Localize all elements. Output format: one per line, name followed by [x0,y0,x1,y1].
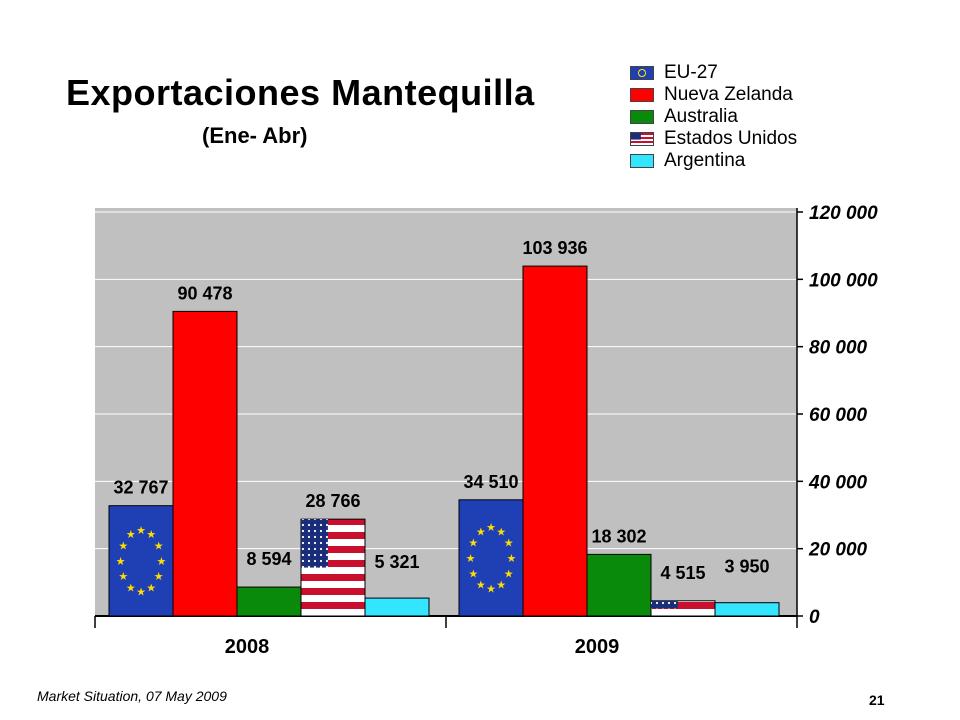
eu-star-icon: ★ [154,570,164,583]
legend-item-australia: Australia [630,106,797,128]
x-category-label: 2009 [575,636,620,658]
eu-star-icon: ★ [476,579,486,592]
data-label: 3 950 [724,557,769,577]
y-tick-label: 80 000 [809,338,868,359]
us-canton [651,600,678,609]
bar-rect [714,602,780,617]
bar-australia-2008 [236,586,302,617]
bar-chart: 0 20 000 40 000 60 000 80 000 100 000 120 000 ★… [94,203,878,658]
legend: EU-27 Nueva Zelanda Australia Estados Unido… [630,62,797,172]
legend-swatch [630,110,654,124]
data-label: 8 594 [246,549,291,569]
legend-item-estados-unidos: Estados Unidos [630,128,797,150]
x-category-label: 2008 [225,636,270,658]
eu-star-icon: ★ [118,570,128,583]
bar-rect [586,553,652,617]
legend-swatch [630,154,654,168]
eu-star-icon: ★ [486,583,496,596]
eu-star-icon: ★ [504,537,514,550]
legend-label: Australia [664,106,738,127]
eu-star-icon: ★ [468,537,478,550]
legend-label: Estados Unidos [664,128,798,149]
y-tick-label: 60 000 [809,405,868,426]
bar-eu-27-2009: ★★★★★★★★★ ★ ★★ [458,499,524,617]
eu-star-icon: ★ [496,579,506,592]
bar-nueva-zelanda-2009 [522,265,588,617]
y-tick-label: 0 [809,607,820,628]
bar-australia-2009 [586,553,652,617]
eu-star-icon: ★ [118,539,128,552]
eu-star-icon: ★ [466,552,476,565]
eu-star-icon: ★ [157,555,167,568]
eu-star-icon: ★ [154,539,164,552]
legend-item-eu-27: EU-27 [630,62,797,84]
bar-eu-27-2008: ★★★★★★★★★ ★ ★★ [108,505,174,617]
eu-star-icon: ★ [496,525,506,538]
eu-star-icon: ★ [146,528,156,541]
chart-title: Exportaciones Mantequilla [66,72,535,113]
chart-subtitle: (Ene- Abr) [202,123,308,148]
eu-star-icon: ★ [126,528,136,541]
bar-estados-unidos-2009 [650,600,716,617]
page-number: 21 [869,692,885,708]
y-tick-label: 40 000 [808,472,868,493]
bar-rect [108,505,174,617]
legend-swatch [630,88,654,102]
y-tick-label: 20 000 [808,540,868,561]
data-label: 28 766 [305,491,360,511]
data-label: 90 478 [177,283,232,303]
bar-argentina-2008 [364,597,430,617]
us-flag-icon [630,132,654,146]
bar-rect [522,265,588,617]
bar-rect [236,586,302,617]
data-label: 32 767 [113,478,168,498]
eu-star-icon: ★ [468,567,478,580]
bar-nueva-zelanda-2008 [172,310,238,617]
eu-star-icon: ★ [504,567,514,580]
eu-star-icon: ★ [507,552,517,565]
data-label: 34 510 [463,472,518,492]
eu-star-icon: ★ [126,581,136,594]
bar-rect [364,597,430,617]
y-tick-label: 120 000 [809,203,878,224]
bar-argentina-2009 [714,602,780,617]
data-label: 4 515 [660,563,705,583]
legend-label: EU-27 [664,62,718,83]
legend-label: Argentina [664,150,746,171]
eu-star-icon: ★ [486,521,496,534]
us-canton [301,519,328,568]
y-tick-label: 100 000 [809,270,878,291]
eu-flag-icon [630,66,654,80]
eu-star-icon: ★ [136,524,146,537]
legend-label: Nueva Zelanda [664,84,793,105]
eu-star-icon: ★ [476,525,486,538]
legend-item-nueva-zelanda: Nueva Zelanda [630,84,797,106]
eu-star-icon: ★ [116,555,126,568]
bar-estados-unidos-2008 [300,518,366,617]
data-label: 18 302 [591,526,646,546]
footer-source: Market Situation, 07 May 2009 [37,688,227,704]
eu-star-icon: ★ [136,586,146,599]
legend-item-argentina: Argentina [630,150,797,172]
bar-rect [458,499,524,617]
data-label: 103 936 [522,238,587,258]
data-label: 5 321 [374,552,419,572]
eu-star-icon: ★ [146,581,156,594]
bar-rect [172,310,238,617]
